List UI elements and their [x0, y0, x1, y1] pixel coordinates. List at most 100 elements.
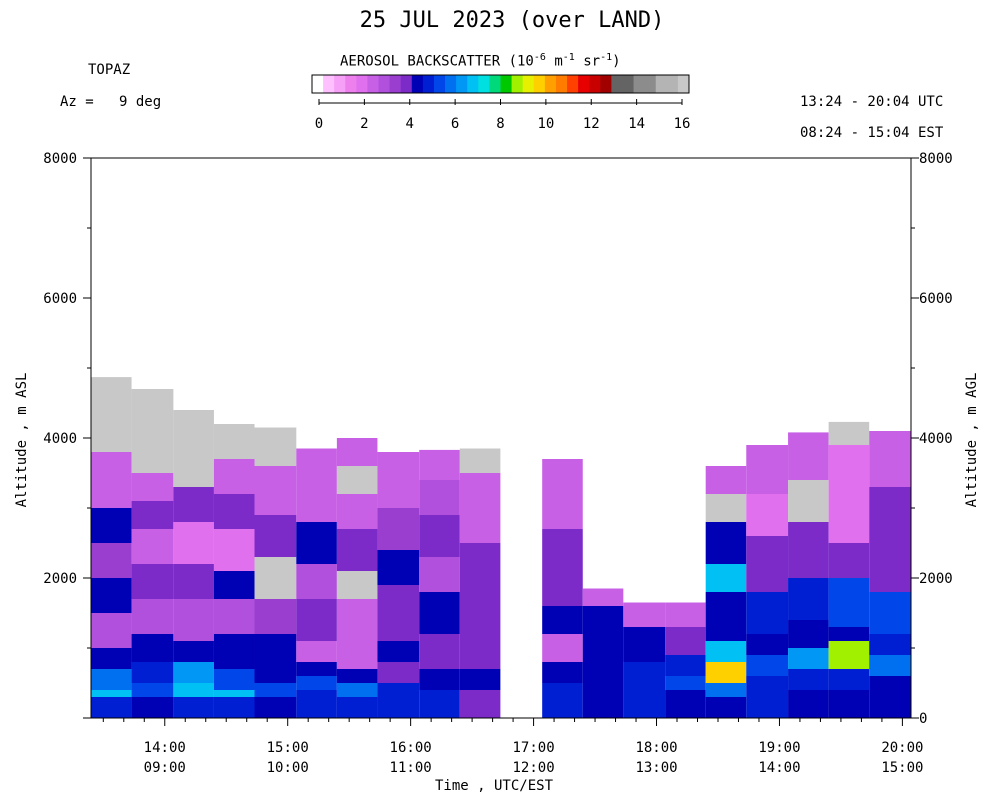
- profile-2-layer-7: [173, 662, 214, 683]
- colorbar-title-exp2: -1: [562, 52, 575, 63]
- colorbar-swatch-19: [522, 75, 535, 93]
- profile-8-layer-4: [419, 592, 460, 634]
- profile-6-layer-1: [336, 466, 378, 494]
- profile-7-layer-0: [377, 452, 420, 480]
- profile-18-layer-1: [869, 487, 911, 564]
- colorbar-tick-label: 6: [451, 116, 459, 132]
- colorbar-swatch-14: [467, 75, 479, 93]
- profile-15-layer-1: [746, 494, 789, 536]
- profile-14-layer-5: [705, 641, 747, 662]
- profile-2-layer-5: [173, 599, 214, 641]
- profile-12-layer-1: [623, 627, 666, 662]
- x-tick-label-est: 11:00: [390, 760, 432, 776]
- station-label: TOPAZ: [88, 62, 131, 78]
- profile-6-layer-0: [336, 438, 378, 466]
- profile-7-layer-3: [377, 550, 420, 585]
- profile-16-layer-0: [788, 432, 829, 480]
- profile-11-layer-3: [582, 676, 624, 718]
- profile-11-layer-0: [582, 588, 624, 606]
- colorbar-swatch-30: [644, 75, 657, 93]
- profile-9-layer-1: [459, 473, 501, 543]
- profile-17-layer-1: [828, 445, 870, 543]
- profile-4-layer-8: [254, 697, 297, 718]
- x-axis-title: Time , UTC/EST: [435, 778, 554, 794]
- colorbar-frame: [311, 74, 690, 94]
- profile-2-layer-9: [173, 697, 214, 718]
- x-tick-label-utc: 19:00: [758, 740, 800, 756]
- colorbar-swatch-25: [589, 75, 601, 93]
- profile-16-layer-1: [788, 480, 829, 522]
- colorbar-tick-label: 14: [628, 116, 645, 132]
- profile-0-layer-10: [91, 690, 132, 697]
- profile-18-layer-4: [869, 634, 911, 655]
- profile-15-layer-4: [746, 634, 789, 655]
- profile-10-layer-5: [542, 662, 583, 683]
- colorbar-swatch-2: [334, 75, 346, 93]
- profile-15-layer-5: [746, 655, 789, 676]
- profile-1-layer-7: [131, 634, 174, 662]
- profile-3-layer-7: [213, 669, 255, 690]
- profile-4-layer-5: [254, 634, 297, 662]
- profile-15-layer-0: [746, 445, 789, 494]
- x-tick-label-utc: 15:00: [267, 740, 309, 756]
- profile-14-layer-1: [705, 494, 747, 522]
- profile-3-layer-4: [213, 571, 255, 599]
- profile-0-layer-11: [91, 697, 132, 718]
- profile-13-layer-2: [665, 655, 706, 676]
- profile-0-layer-7: [91, 613, 132, 648]
- profile-7-layer-4: [377, 585, 420, 620]
- x-tick-label-est: 09:00: [144, 760, 186, 776]
- y-axis-left-label: Altitude , m ASL: [14, 372, 30, 508]
- profile-17-layer-7: [828, 690, 870, 718]
- profile-2-layer-4: [173, 564, 214, 599]
- profile-17-layer-2: [828, 543, 870, 578]
- profile-1-layer-3: [131, 501, 174, 529]
- profile-9-layer-5: [459, 669, 501, 690]
- profile-8-layer-2: [419, 515, 460, 557]
- profile-5-layer-4: [296, 599, 337, 641]
- colorbar-swatch-3: [345, 75, 357, 93]
- profile-1-layer-5: [131, 564, 174, 599]
- profile-16-layer-4: [788, 620, 829, 648]
- profile-14-layer-6: [705, 662, 747, 683]
- profile-2-layer-6: [173, 641, 214, 662]
- profile-14-layer-2: [705, 522, 747, 564]
- profile-8-layer-0: [419, 449, 460, 480]
- profile-11-layer-2: [582, 641, 624, 676]
- profile-10-layer-2: [542, 564, 583, 606]
- est-time-range: 08:24 - 15:04 EST: [800, 125, 944, 141]
- x-tick-label-est: 15:00: [881, 760, 923, 776]
- profile-17-layer-0: [828, 421, 870, 445]
- colorbar-swatch-17: [500, 75, 513, 93]
- colorbar-swatch-12: [445, 75, 457, 93]
- profile-15-layer-3: [746, 592, 789, 634]
- x-tick-label-utc: 16:00: [390, 740, 432, 756]
- profile-14-layer-3: [705, 564, 747, 592]
- profile-10-layer-0: [542, 459, 583, 529]
- profile-1-layer-4: [131, 529, 174, 564]
- profile-2-layer-0: [173, 410, 214, 445]
- y-axis-right-label: Altitude , m AGL: [964, 372, 980, 508]
- profile-4-layer-6: [254, 662, 297, 683]
- profile-14-layer-7: [705, 683, 747, 697]
- profile-6-layer-2: [336, 494, 378, 529]
- profile-1-layer-2: [131, 473, 174, 501]
- profile-5-layer-1: [296, 487, 337, 522]
- profile-16-layer-7: [788, 690, 829, 718]
- profile-17-layer-3: [828, 578, 870, 627]
- profile-0-layer-6: [91, 578, 132, 613]
- profile-17-layer-4: [828, 627, 870, 641]
- colorbar-swatch-11: [433, 75, 446, 93]
- profile-16-layer-5: [788, 648, 829, 669]
- x-tick-label-utc: 18:00: [635, 740, 677, 756]
- profile-3-layer-0: [213, 424, 255, 459]
- profile-18-layer-5: [869, 655, 911, 676]
- colorbar-title-exp1: -6: [533, 52, 546, 63]
- profile-5-layer-7: [296, 676, 337, 690]
- colorbar-swatch-28: [622, 75, 635, 93]
- profile-12-layer-2: [623, 662, 666, 683]
- profile-3-layer-5: [213, 599, 255, 634]
- colorbar-swatch-27: [611, 75, 623, 93]
- profile-7-layer-7: [377, 662, 420, 683]
- colorbar-tick-label: 10: [537, 116, 554, 132]
